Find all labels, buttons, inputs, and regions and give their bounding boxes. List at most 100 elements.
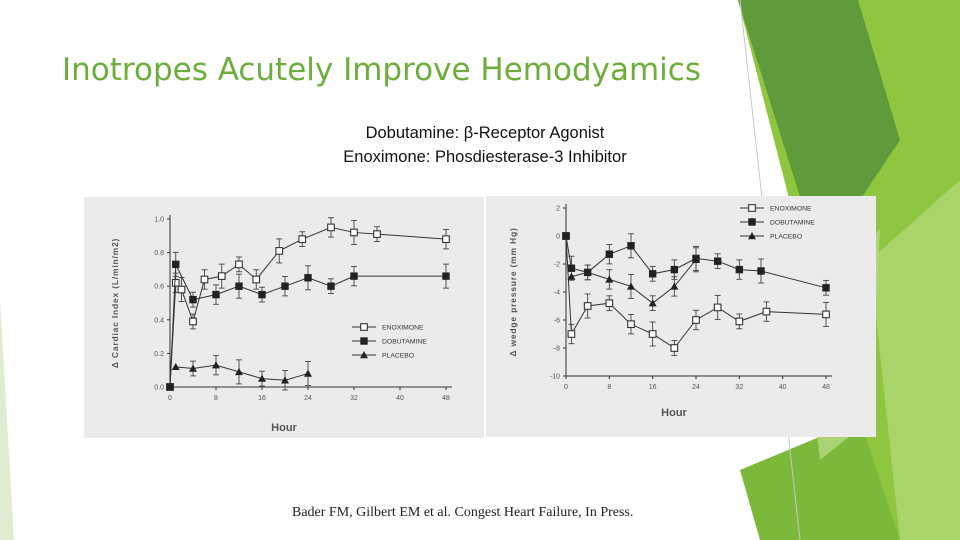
data-point — [373, 230, 381, 238]
data-point — [627, 320, 635, 329]
x-tick-label: 16 — [258, 395, 266, 402]
data-point — [713, 303, 722, 312]
data-point — [298, 235, 307, 244]
data-point — [172, 260, 180, 269]
x-tick-label: 32 — [735, 384, 743, 391]
data-point — [327, 282, 335, 290]
data-point — [275, 247, 284, 255]
data-point — [648, 299, 657, 307]
data-point — [442, 272, 450, 280]
series-placebo — [567, 247, 700, 312]
y-axis-title: Δ Cardiac Index (L/min/m2) — [110, 238, 120, 368]
data-point — [648, 270, 657, 278]
data-point — [258, 374, 266, 382]
data-point — [217, 272, 226, 280]
data-point — [562, 232, 570, 240]
left-accent-sliver — [0, 300, 14, 540]
scan-background — [486, 196, 876, 437]
data-point — [692, 255, 700, 263]
data-point — [252, 275, 261, 284]
x-tick-label: 16 — [649, 384, 657, 391]
data-point — [235, 282, 243, 290]
cardiac-index-chart: 0.0 0.2 0.4 0.6 0.8 1.0 0 8 16 24 32 40 48 Hour Δ Card… — [84, 197, 484, 438]
legend-label: PLACEBO — [382, 353, 414, 360]
y-tick-label: 0.6 — [154, 284, 164, 291]
subtitle-dobutamine: Dobutamine: β-Receptor Agonist — [365, 124, 605, 142]
x-tick-label: 24 — [692, 384, 700, 391]
data-point — [212, 290, 220, 299]
data-point — [735, 317, 744, 326]
data-point — [735, 265, 744, 274]
series-dobutamine — [166, 251, 450, 391]
data-point — [627, 282, 635, 290]
y-tick-label: 0 — [556, 234, 560, 241]
data-point — [822, 310, 830, 319]
y-tick-label: 1.0 — [154, 217, 164, 224]
data-point — [281, 376, 289, 384]
y-tick-label: -8 — [554, 346, 560, 353]
data-point — [171, 278, 180, 287]
y-tick-label: -6 — [554, 318, 560, 325]
legend-label: PLACEBO — [770, 234, 802, 241]
x-axis-title: Hour — [271, 422, 297, 434]
legend-label: ENOXIMONE — [770, 206, 812, 213]
legend-label: DOBUTAMINE — [382, 339, 427, 346]
citation: Bader FM, Gilbert EM et al. Congest Hear… — [292, 505, 634, 520]
wedge-pressure-chart: 2 0 -2 -4 -6 -8 -10 0 8 16 24 32 40 48 Hour Δ wedge pre… — [486, 196, 876, 437]
x-tick-label: 40 — [396, 395, 404, 402]
legend-marker — [748, 232, 756, 240]
data-point — [627, 242, 635, 250]
data-point — [189, 295, 197, 304]
data-point — [605, 275, 614, 283]
x-tick-label: 0 — [168, 395, 172, 402]
data-point — [200, 275, 209, 284]
legend-marker — [360, 351, 368, 359]
data-point — [327, 223, 335, 232]
data-point — [235, 367, 243, 376]
data-point — [757, 267, 765, 275]
data-point — [583, 302, 592, 310]
data-point — [350, 228, 358, 237]
x-tick-label: 0 — [564, 384, 568, 391]
data-point — [258, 290, 266, 299]
y-tick-label: -4 — [554, 290, 560, 297]
data-point — [281, 282, 289, 290]
y-axis-title: Δ wedge pressure (mm Hg) — [508, 227, 518, 356]
slide-title: Inotropes Acutely Improve Hemodyamics — [62, 52, 701, 88]
legend-marker — [360, 337, 368, 345]
data-point — [605, 299, 614, 308]
y-tick-label: 0.2 — [154, 351, 164, 358]
data-point — [713, 257, 722, 265]
data-point — [605, 250, 614, 258]
legend-label: DOBUTAMINE — [770, 220, 815, 227]
right-facet-light — [870, 180, 960, 540]
data-point — [567, 330, 576, 338]
right-facet-bottom — [740, 420, 900, 540]
data-point — [762, 307, 771, 316]
series-line — [565, 235, 827, 349]
data-point — [567, 272, 576, 280]
data-point — [212, 361, 220, 369]
data-point — [670, 344, 679, 352]
data-point — [189, 317, 197, 326]
data-point — [166, 383, 174, 391]
data-point — [648, 330, 657, 338]
data-point — [235, 260, 243, 269]
y-tick-label: -2 — [554, 262, 560, 269]
data-point — [189, 364, 197, 372]
series-enoximone — [562, 232, 830, 356]
legend-label: ENOXIMONE — [382, 325, 424, 332]
y-tick-label: 0.0 — [154, 385, 164, 392]
data-point — [583, 268, 592, 276]
x-tick-label: 8 — [214, 395, 218, 402]
data-point — [670, 282, 679, 290]
data-point — [442, 235, 450, 244]
right-facet-mid — [738, 0, 900, 260]
x-axis-title: Hour — [661, 407, 687, 419]
data-point — [171, 362, 180, 371]
x-tick-label: 32 — [350, 395, 358, 402]
x-tick-label: 24 — [304, 395, 312, 402]
series-placebo — [171, 355, 312, 391]
y-tick-label: 0.8 — [154, 250, 164, 257]
series-enoximone — [166, 217, 450, 391]
